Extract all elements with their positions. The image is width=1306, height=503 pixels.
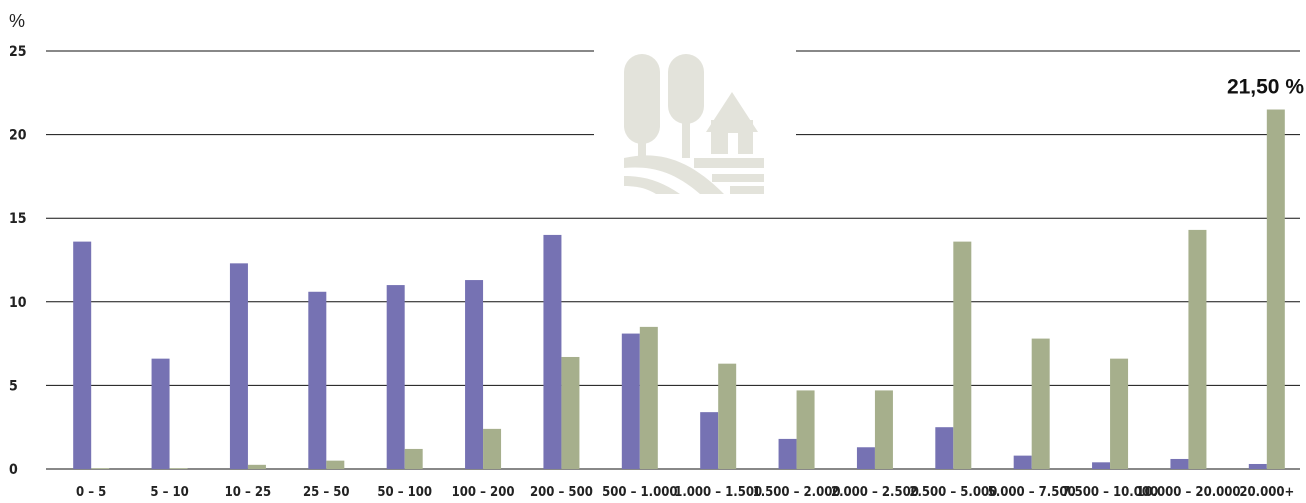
x-tick-label: 5.000 – 7.500 (988, 485, 1076, 500)
bar-series-1 (543, 234, 562, 469)
bar-series-1 (700, 412, 719, 469)
bar-series-1 (308, 291, 327, 469)
bar-series-2 (1031, 338, 1050, 469)
bars (73, 109, 1285, 470)
x-tick-label: 2.500 – 5.000 (909, 485, 997, 500)
bar-series-2 (1110, 358, 1129, 469)
bar-series-1 (1248, 463, 1267, 469)
x-tick-label: 7.500 – 10.000 (1062, 485, 1158, 500)
x-tick-label: 1.000 – 1.500 (674, 485, 762, 500)
bar-series-2 (483, 428, 502, 469)
x-tick-label: 500 – 1.000 (602, 485, 677, 500)
bar-series-1 (229, 263, 248, 469)
y-tick-label: 20 (9, 128, 27, 144)
bar-series-1 (151, 358, 170, 469)
bar-series-1 (73, 241, 92, 469)
bar-series-2 (404, 448, 423, 469)
bar-series-2 (953, 241, 972, 469)
bar-series-2 (1188, 229, 1207, 469)
bar-series-1 (621, 333, 640, 469)
bar-series-2 (874, 390, 893, 469)
bar-series-1 (1170, 458, 1189, 469)
farmland-icon (594, 40, 796, 198)
y-axis-ticks: 0 5 10 15 20 25 (9, 44, 27, 478)
bar-series-2 (91, 468, 110, 469)
y-tick-label: 0 (9, 462, 18, 478)
x-tick-label: 100 – 200 (452, 485, 515, 500)
y-axis-unit-label: % (9, 11, 25, 31)
x-tick-label: 1.500 – 2.000 (753, 485, 841, 500)
bar-series-1 (465, 280, 484, 469)
x-axis-ticks: 0 – 5 5 – 10 10 – 25 25 – 50 50 – 100 100 – 2… (76, 485, 1294, 500)
bar-series-1 (856, 447, 875, 469)
x-tick-label: 5 – 10 (150, 485, 188, 500)
y-tick-label: 25 (9, 44, 27, 60)
bar-series-1 (1092, 462, 1111, 469)
bar-series-2 (1266, 109, 1285, 470)
x-tick-label: 10.000 – 20.000 (1136, 485, 1240, 500)
bar-series-2 (796, 390, 815, 469)
x-tick-label: 10 – 25 (225, 485, 272, 500)
bar-series-1 (1013, 455, 1032, 469)
bar-series-2 (247, 464, 266, 469)
bar-series-1 (935, 427, 954, 469)
x-tick-label: 0 – 5 (76, 485, 106, 500)
x-tick-label: 25 – 50 (303, 485, 350, 500)
x-tick-label: 2.000 – 2.500 (831, 485, 919, 500)
bar-series-2 (639, 326, 658, 469)
y-tick-label: 5 (9, 378, 18, 394)
x-tick-label: 20.000+ (1239, 485, 1294, 500)
max-value-annotation: 21,50 % (1227, 76, 1304, 99)
bar-series-1 (386, 285, 405, 469)
y-tick-label: 15 (9, 211, 27, 227)
bar-series-1 (778, 438, 797, 469)
x-tick-label: 50 – 100 (377, 485, 432, 500)
bar-series-2 (169, 468, 188, 469)
bar-series-2 (561, 356, 580, 469)
x-tick-label: 200 – 500 (530, 485, 593, 500)
bar-series-2 (718, 363, 737, 469)
bar-series-2 (326, 460, 345, 469)
y-tick-label: 10 (9, 295, 27, 311)
